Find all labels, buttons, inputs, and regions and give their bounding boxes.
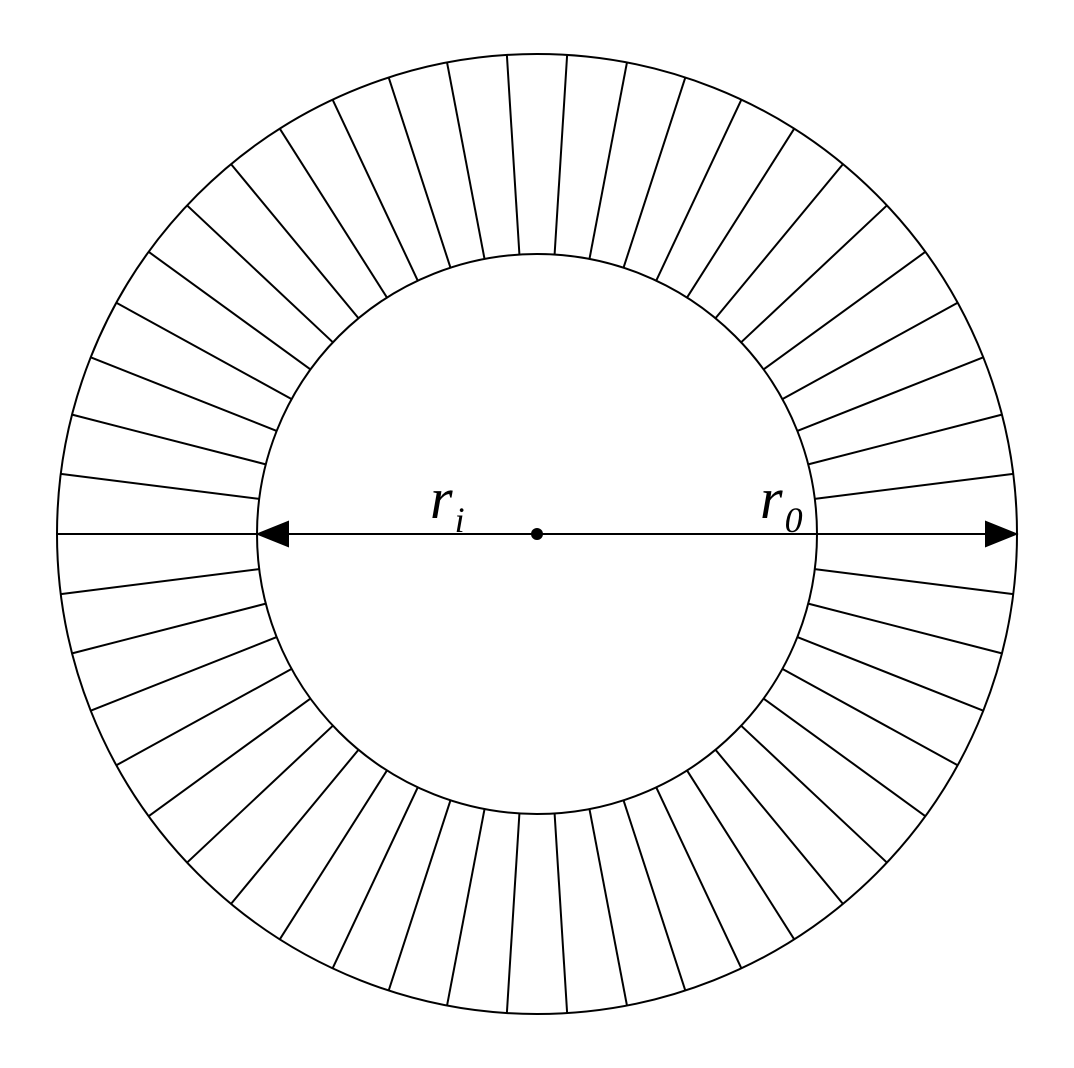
annulus-diagram: rir0 [0, 0, 1074, 1068]
center-dot [531, 528, 543, 540]
